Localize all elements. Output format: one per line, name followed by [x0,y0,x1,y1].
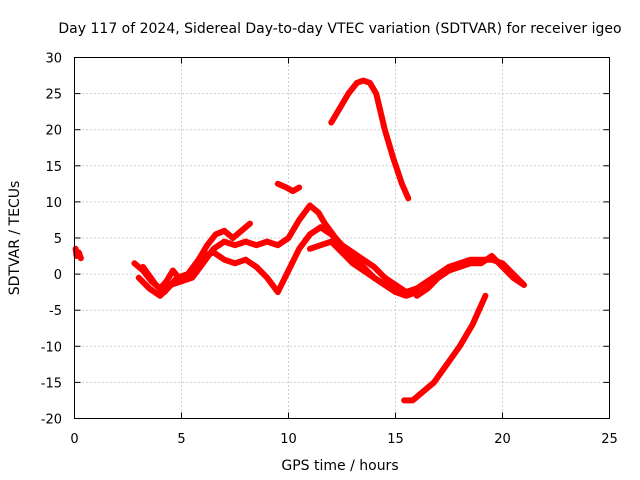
y-axis-label: SDTVAR / TECUs [7,181,23,296]
y-tick-label: -20 [41,413,62,428]
y-tick-label: 15 [45,160,62,175]
x-tick-label: 10 [280,432,297,447]
series-line-s8 [401,292,489,404]
data-series [72,77,527,404]
series-line-s5 [274,180,303,195]
chart-title: Day 117 of 2024, Sidereal Day-to-day VTE… [58,21,621,37]
series-line-s1 [72,245,84,262]
x-tick-label: 20 [494,432,511,447]
y-tick-label: 20 [45,124,62,139]
grid-lines [74,57,610,419]
y-tick-label: -5 [49,304,62,319]
y-tick-label: 0 [54,268,62,283]
x-tick-label: 15 [387,432,404,447]
x-tick-label: 5 [177,432,185,447]
y-tick-label: 5 [54,232,62,247]
series-line-s6 [306,238,420,296]
axis-ticks [74,57,610,419]
series-line-s3 [135,224,420,299]
series-line-s10 [413,253,527,299]
y-tick-label: 25 [45,88,62,103]
y-tick-label: 30 [45,52,62,67]
x-axis-label: GPS time / hours [281,458,398,474]
x-tick-label: 0 [70,432,78,447]
x-tick-label: 25 [601,432,618,447]
y-tick-label: -10 [41,340,62,355]
series-line-s4 [140,220,253,296]
y-tick-label: 10 [45,196,62,211]
y-tick-label: -15 [41,376,62,391]
y-tick-labels: -20 -15 -10 -5 0 5 10 15 20 25 30 [41,52,62,428]
x-tick-labels: 0 5 10 15 20 25 [70,432,617,447]
series-line-s7 [328,77,412,202]
